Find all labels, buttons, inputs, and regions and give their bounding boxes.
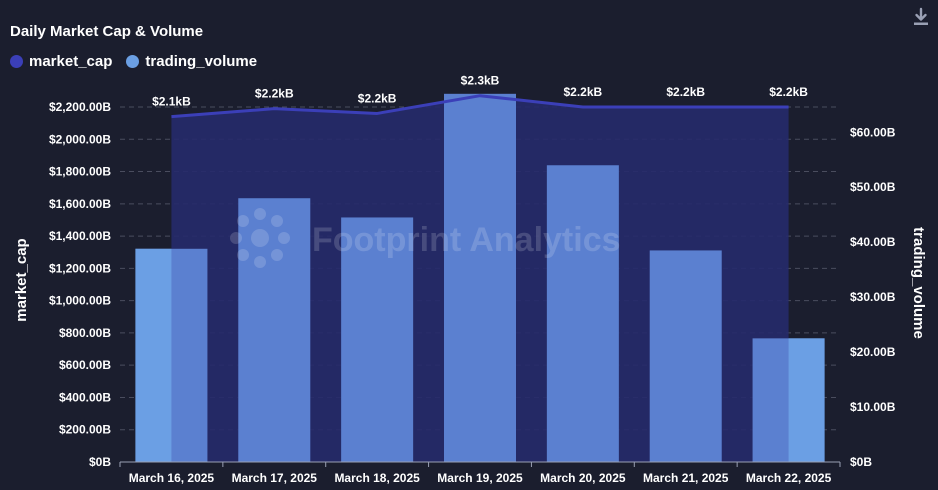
market-cap-data-label: $2.2kB: [255, 87, 294, 101]
trading-volume-bar: [238, 198, 311, 462]
y-left-axis-title: market_cap: [13, 238, 30, 321]
y-left-tick-label: $200.00B: [59, 423, 111, 437]
market-cap-data-label: $2.1kB: [152, 95, 191, 109]
market-cap-line-layer: [171, 94, 789, 119]
legend-label-trading-volume: trading_volume: [145, 53, 258, 70]
y-left-tick-label: $2,200.00B: [49, 100, 111, 114]
market-cap-data-label: $2.2kB: [564, 85, 603, 99]
y-left-tick-label: $800.00B: [59, 326, 111, 340]
market-cap-line: [171, 94, 789, 119]
trading-volume-bar: [649, 250, 722, 462]
bar-body: [341, 217, 414, 462]
market-cap-data-label: $2.2kB: [358, 91, 397, 105]
y-right-axis-title: trading_volume: [910, 227, 927, 339]
x-tick-label: March 19, 2025: [437, 471, 523, 485]
y-left-tick-label: $1,400.00B: [49, 229, 111, 243]
legend: market_cap trading_volume: [10, 53, 257, 70]
legend-label-market-cap: market_cap: [29, 53, 113, 70]
bar-body: [546, 165, 619, 462]
trading-volume-bars: [135, 93, 825, 462]
y-left-tick-label: $0B: [89, 455, 111, 469]
bar-body: [238, 198, 311, 462]
market-cap-data-labels: $2.1kB $2.2kB $2.2kB $2.3kB $2.2kB $2.2kB $2.2…: [152, 74, 808, 109]
bar-body: [444, 93, 516, 462]
axes: $0B $200.00B $400.00B $600.00B $800.00B $1,00…: [13, 100, 927, 485]
watermark: Footprint Analytics: [230, 208, 621, 268]
legend-dot-trading-volume: [126, 55, 140, 68]
x-tick-label: March 20, 2025: [540, 471, 626, 485]
y-left-tick-label: $2,000.00B: [49, 132, 111, 146]
legend-item-trading-volume[interactable]: trading_volume: [126, 53, 257, 70]
y-left-tick-label: $600.00B: [59, 358, 111, 372]
y-right-tick-label: $40.00B: [850, 235, 896, 249]
x-tick-label: March 22, 2025: [746, 471, 832, 485]
bar-highlight-left: [135, 248, 172, 462]
download-icon: [914, 7, 928, 25]
y-right-tick-label: $20.00B: [850, 345, 896, 359]
x-tick-label: March 18, 2025: [334, 471, 420, 485]
market-cap-data-label: $2.3kB: [461, 74, 500, 88]
trading-volume-bar: [341, 217, 414, 462]
chart-title: Daily Market Cap & Volume: [10, 23, 204, 40]
trading-volume-bar: [135, 248, 208, 462]
x-tick-label: March 21, 2025: [643, 471, 729, 485]
trading-volume-bar: [444, 93, 516, 462]
legend-item-market-cap[interactable]: market_cap: [10, 53, 112, 70]
trading-volume-bar: [752, 338, 825, 462]
market-cap-data-label: $2.2kB: [769, 85, 808, 99]
y-right-tick-label: $60.00B: [850, 125, 896, 139]
footprint-logo-icon: [230, 208, 290, 268]
y-left-tick-label: $1,200.00B: [49, 261, 111, 275]
y-right-tick-label: $0B: [850, 455, 872, 469]
watermark-text: Footprint Analytics: [312, 221, 621, 259]
bar-highlight-right: [788, 338, 825, 462]
market-cap-data-label: $2.2kB: [666, 85, 705, 99]
y-right-tick-label: $50.00B: [850, 180, 896, 194]
x-tick-label: March 17, 2025: [232, 471, 318, 485]
y-right-tick-label: $30.00B: [850, 290, 896, 304]
legend-dot-market-cap: [10, 55, 23, 68]
y-right-tick-label: $10.00B: [850, 400, 896, 414]
trading-volume-bar: [546, 165, 619, 462]
x-tick-label: March 16, 2025: [129, 471, 215, 485]
y-left-tick-label: $1,600.00B: [49, 197, 111, 211]
bar-body: [649, 250, 722, 462]
download-button[interactable]: [910, 6, 932, 28]
y-left-tick-label: $400.00B: [59, 390, 111, 404]
y-left-tick-label: $1,800.00B: [49, 165, 111, 179]
y-left-tick-label: $1,000.00B: [49, 294, 111, 308]
